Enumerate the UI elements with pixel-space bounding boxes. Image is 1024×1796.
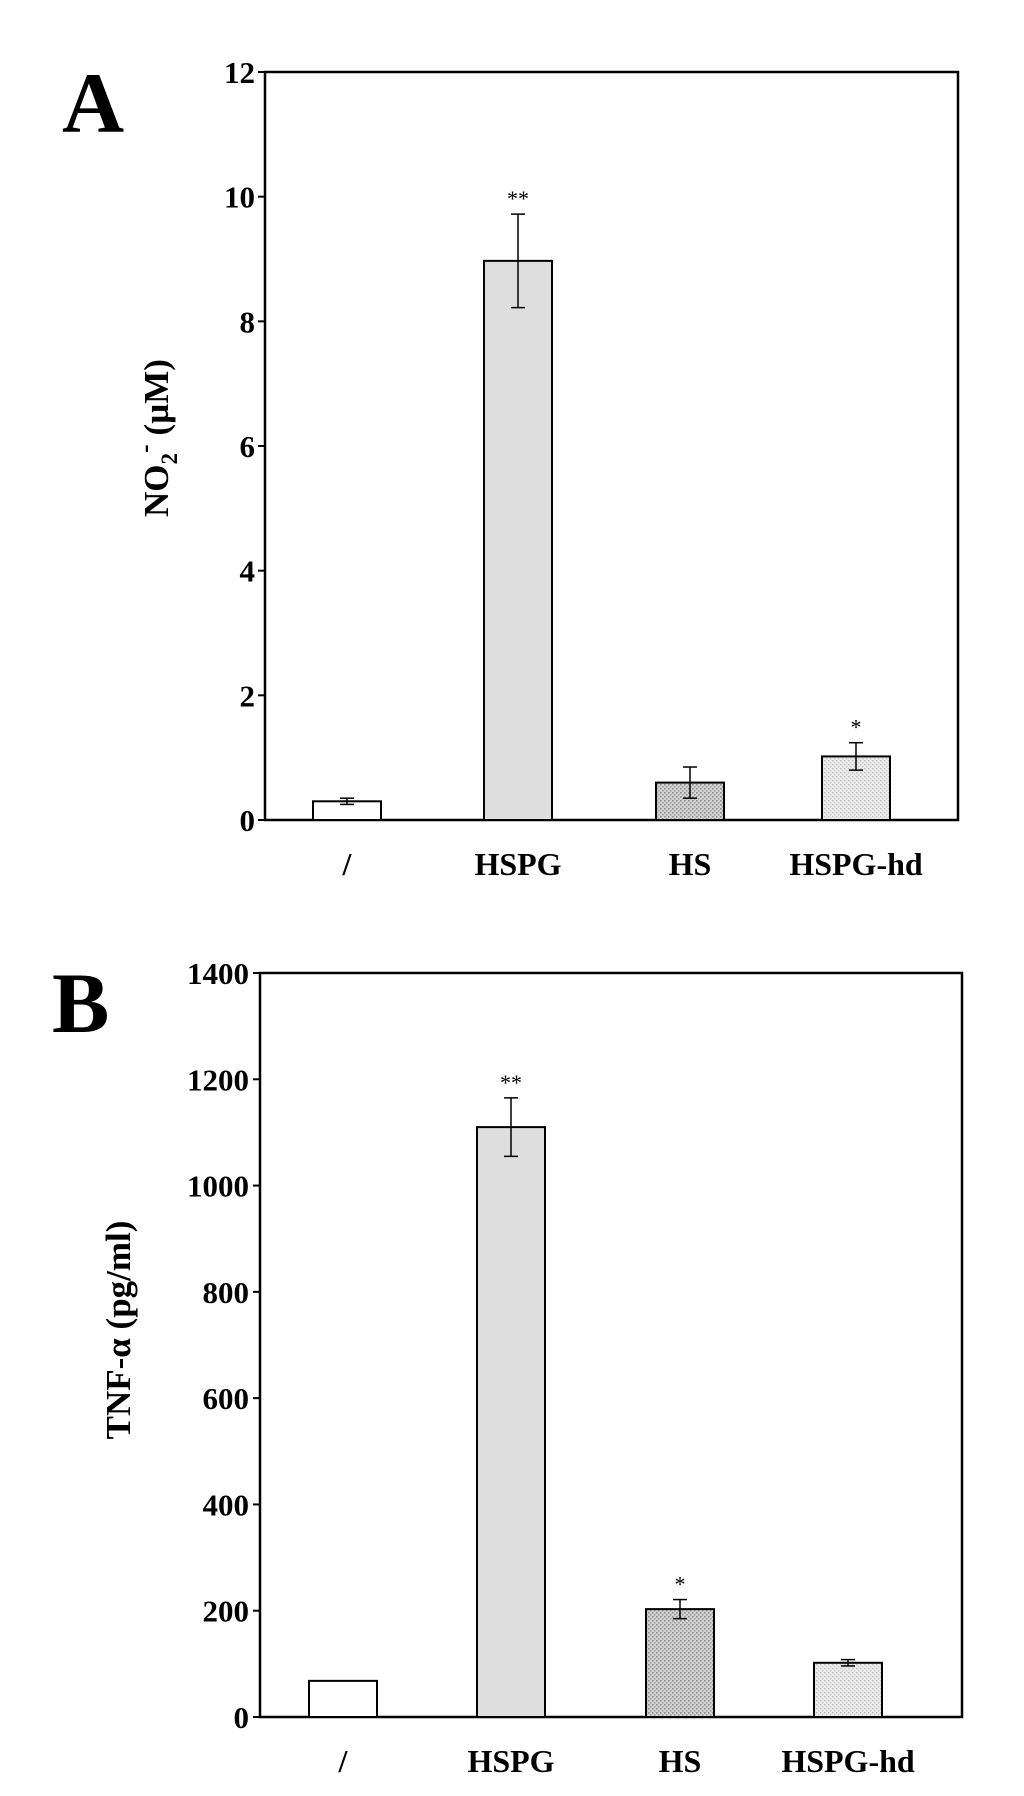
significance-marker: ** — [507, 186, 529, 211]
y-tick-label: 400 — [203, 1487, 250, 1522]
y-tick-label: 6 — [240, 429, 256, 464]
panel-b-x-axis: / HSPG HS HSPG-hd — [338, 1743, 915, 1779]
panel-a-x-axis: / HSPG HS HSPG-hd — [342, 846, 923, 882]
significance-marker: * — [675, 1572, 686, 1597]
y-tick-label: 200 — [203, 1594, 250, 1629]
category-label: HS — [669, 846, 712, 882]
bar-control — [308, 1679, 378, 1719]
panel-b-ylabel: TNF-α (pg/ml) — [99, 1221, 138, 1440]
category-label: HSPG-hd — [789, 846, 923, 882]
panel-b-plot-frame — [258, 971, 964, 1719]
error-bar — [683, 766, 697, 799]
error-bar — [849, 741, 863, 771]
y-tick-label: 10 — [224, 180, 255, 215]
y-tick-label: 0 — [234, 1700, 250, 1735]
bar-hspg — [483, 259, 553, 821]
category-label: / — [338, 1743, 349, 1779]
y-tick-label: 1000 — [187, 1169, 249, 1204]
error-bar — [504, 1097, 518, 1158]
y-tick-label: 2 — [240, 678, 256, 713]
panel-b-y-axis: 0 200 400 600 800 1000 1200 1400 — [187, 956, 260, 1735]
category-label: HSPG — [467, 1743, 554, 1779]
y-tick-label: 0 — [240, 803, 256, 838]
category-label: HS — [659, 1743, 702, 1779]
category-label: / — [342, 846, 353, 882]
category-label: HSPG — [474, 846, 561, 882]
error-bar — [340, 797, 354, 806]
panel-a-bars: *** — [312, 186, 891, 821]
bar-hspg — [476, 1126, 546, 1718]
error-bar — [841, 1658, 855, 1667]
y-tick-label: 4 — [240, 554, 256, 589]
bar-hs — [655, 781, 725, 821]
bar-hspg-hd — [813, 1661, 883, 1719]
significance-marker: * — [851, 715, 862, 740]
y-tick-label: 1400 — [187, 956, 249, 991]
panel-a-letter: A — [62, 55, 124, 151]
y-tick-label: 8 — [240, 304, 256, 339]
y-tick-label: 600 — [203, 1381, 250, 1416]
error-bar — [673, 1598, 687, 1620]
panel-a-plot-frame — [263, 70, 960, 822]
bar-hs — [645, 1608, 715, 1718]
category-label: HSPG-hd — [781, 1743, 915, 1779]
y-tick-label: 12 — [224, 55, 255, 90]
y-tick-label: 800 — [203, 1275, 250, 1310]
panel-a-y-axis: 0 2 4 6 8 10 12 — [224, 55, 265, 838]
significance-marker: ** — [500, 1070, 522, 1095]
panel-b: B TNF-α (pg/ml) 0 200 400 600 800 1000 1200 140… — [52, 955, 964, 1779]
error-bar — [511, 213, 525, 309]
panel-b-bars: *** — [308, 1070, 883, 1719]
panel-a-ylabel: NO2- (µM) — [130, 359, 182, 517]
y-tick-label: 1200 — [187, 1062, 249, 1097]
panel-b-letter: B — [52, 955, 109, 1051]
